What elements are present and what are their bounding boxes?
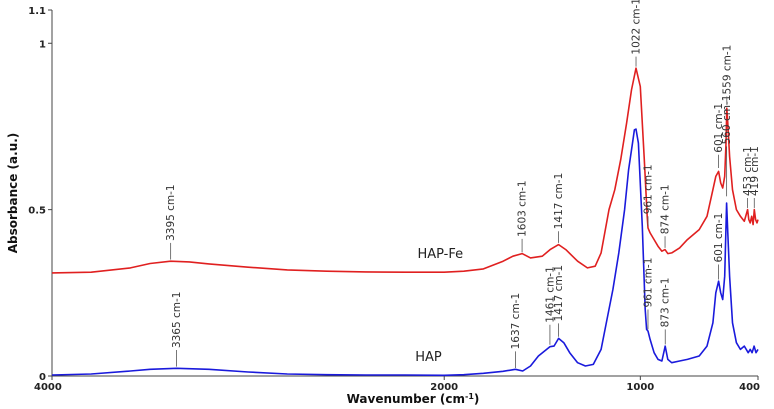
y-tick-label: 1	[39, 39, 46, 50]
peak-label: 961 cm-1	[642, 258, 654, 308]
peak-label: 1417 cm-1	[553, 173, 565, 230]
peak-label: 560 cm-1	[721, 95, 733, 145]
peak-annotations: 3395 cm-1 1603 cm-1 1417 cm-1 1022 cm-1 961 …	[165, 0, 761, 369]
peak-label: 3395 cm-1	[165, 184, 177, 241]
x-tick-label: 4000	[34, 382, 62, 393]
peak-label: 1022 cm-1	[631, 0, 643, 55]
x-tick-label: 400	[739, 382, 760, 393]
peak-label: 1637 cm-1	[510, 293, 522, 350]
series-label: HAP-Fe	[417, 247, 463, 262]
peak-label: 559 cm-1	[721, 45, 733, 95]
peak-label: 873 cm-1	[660, 278, 672, 328]
x-axis-title-sup: -1	[465, 392, 474, 401]
y-tick-label: 0.5	[28, 206, 46, 217]
peak-label: 453 cm-1	[742, 146, 754, 196]
series-line-hap-fe	[51, 67, 759, 274]
y-tick-label: 0	[39, 372, 46, 383]
peak-label: 1417 cm-1	[553, 265, 565, 322]
peak-label: 1461 cm-1	[544, 266, 556, 323]
peak-label: 874 cm-1	[660, 184, 672, 234]
y-axis-title: Absorbance (a.u.)	[6, 133, 20, 254]
peak-label: 3365 cm-1	[171, 292, 183, 349]
x-axis-title-text: Wavenumber (cm	[347, 392, 465, 406]
peak-label: 601 cm-1	[713, 213, 725, 263]
peak-label: 961 cm-1	[642, 164, 654, 214]
series-layer	[51, 67, 759, 377]
series-label: HAP	[415, 350, 442, 365]
x-tick-label: 2000	[430, 382, 458, 393]
series-labels: HAP-Fe HAP	[415, 247, 463, 365]
peak-label: 1603 cm-1	[517, 180, 529, 237]
y-tick-label: 1.1	[28, 6, 46, 17]
x-axis-title-close: )	[474, 392, 479, 406]
x-tick-label: 1000	[626, 382, 654, 393]
series-line-hap	[51, 128, 759, 377]
x-axis-title: Wavenumber (cm-1)	[347, 392, 480, 406]
peak-label: 419 cm-1	[749, 146, 761, 196]
peak-label: 601 cm-1	[713, 103, 725, 153]
